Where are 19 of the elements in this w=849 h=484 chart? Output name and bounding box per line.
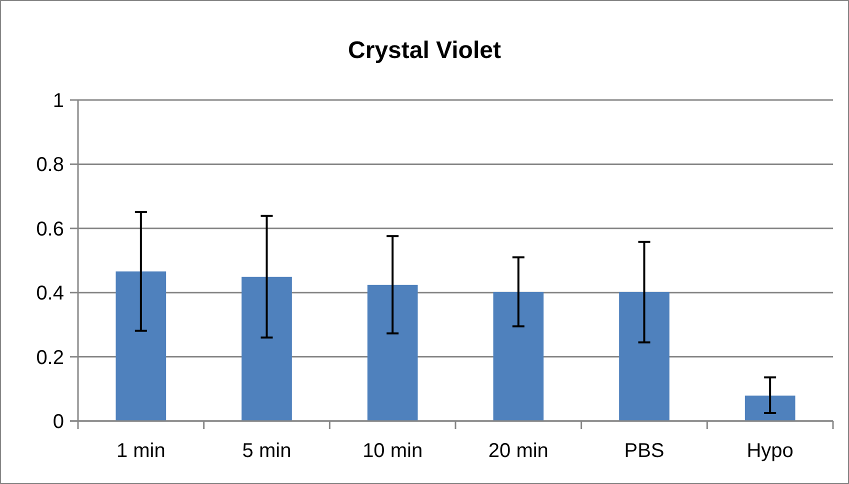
x-tick-label: Hypo — [746, 440, 794, 462]
x-tick-label: 5 min — [242, 440, 292, 462]
x-tick-label: PBS — [624, 440, 664, 462]
bar — [116, 271, 166, 421]
y-tick-label: 1 — [52, 90, 64, 112]
bar — [619, 292, 670, 421]
y-tick-label: 0.8 — [36, 154, 64, 176]
bar — [744, 396, 796, 421]
y-tick-label: 0.4 — [36, 282, 64, 305]
x-tick-label: 1 min — [116, 440, 166, 462]
bar — [493, 292, 544, 421]
y-tick-label: 0.2 — [36, 346, 64, 369]
x-tick-label: 20 min — [488, 440, 548, 462]
y-tick-label: 0 — [52, 411, 64, 433]
bar — [367, 284, 418, 421]
y-tick-label: 0.6 — [36, 218, 64, 240]
chart-title: Crystal Violet — [348, 37, 501, 64]
bar — [242, 276, 292, 421]
x-tick-label: 10 min — [362, 440, 423, 462]
